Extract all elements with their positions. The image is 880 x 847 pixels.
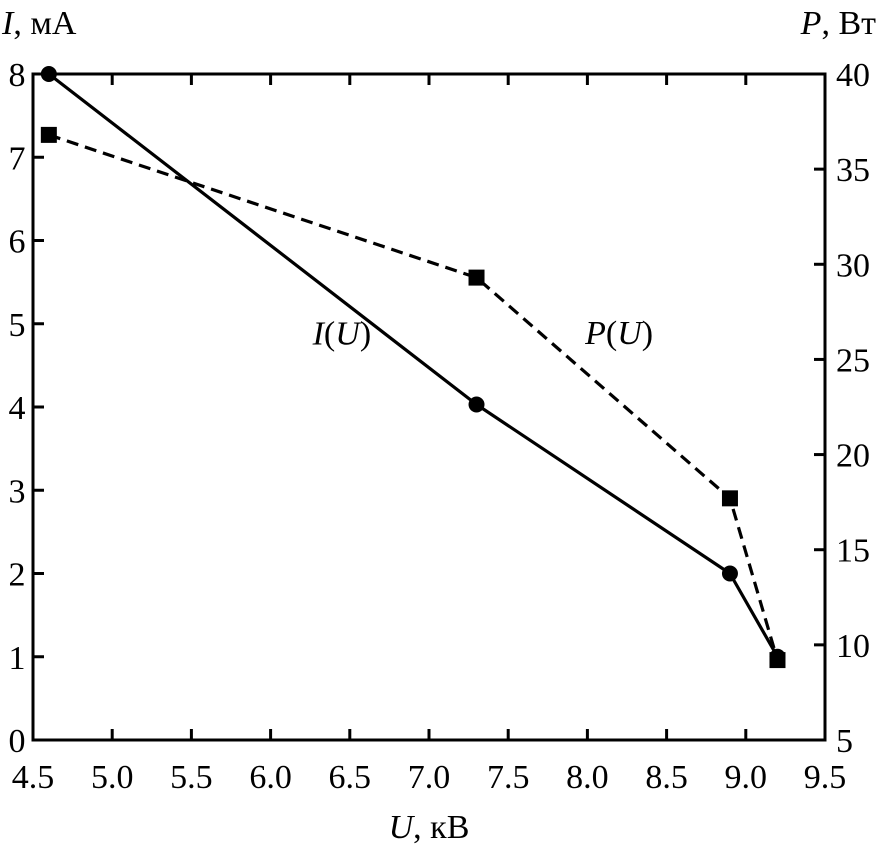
- plot-frame: [31, 72, 827, 742]
- y-left-tick-label: 5: [9, 307, 26, 344]
- y-left-tick-label: 1: [9, 640, 26, 677]
- x-tick-label: 7.5: [487, 759, 530, 796]
- y-right-tick-label: 30: [836, 247, 870, 284]
- series-label-2: P(U): [584, 315, 653, 352]
- series-point-circle: [40, 66, 57, 82]
- series-line-2: [48, 133, 780, 661]
- y-right-tick-label: 15: [836, 533, 870, 570]
- series: [40, 66, 786, 669]
- series-point-square: [40, 126, 57, 143]
- labels: 4.5 5.0 5.5 6.0 6.5 7.0 7.5 8.0 8.5 9.0 9.5 0 1 2 3 4 5 6…: [9, 57, 871, 796]
- y-right-tick-label: 10: [836, 628, 870, 665]
- y-left-axis-title: I, мА: [1, 5, 77, 42]
- y-right-tick-label: 35: [836, 152, 870, 189]
- y-left-tick-label: 0: [9, 723, 26, 760]
- series-line-1: [47, 72, 779, 658]
- x-axis-title: U, кВ: [389, 809, 470, 846]
- x-tick-label: 8.0: [566, 759, 609, 796]
- y-left-tick-label: 4: [9, 390, 26, 427]
- series-label-1: I(U): [312, 316, 372, 353]
- series-point-circle: [468, 396, 485, 413]
- x-tick-label: 9.0: [725, 759, 768, 796]
- y-right-axis-title: P, Вт: [800, 5, 876, 42]
- series-point-square: [468, 269, 485, 286]
- y-left-tick-label: 7: [9, 140, 26, 177]
- series-point-circle: [721, 565, 738, 582]
- x-tick-label: 6.0: [249, 759, 292, 796]
- y-left-tick-label: 6: [9, 224, 26, 261]
- y-right-tick-label: 20: [836, 438, 870, 475]
- x-tick-label: 8.5: [645, 759, 688, 796]
- y-left-tick-label: 8: [9, 57, 26, 94]
- x-tick-label: 5.0: [91, 759, 134, 796]
- x-tick-label: 4.5: [12, 759, 55, 796]
- x-tick-label: 7.0: [408, 759, 451, 796]
- y-right-tick-label: 25: [836, 342, 870, 379]
- y-left-tick-label: 2: [9, 557, 26, 594]
- x-tick-label: 5.5: [170, 759, 213, 796]
- y-left-tick-label: 3: [9, 473, 26, 510]
- y-right-tick-label: 5: [836, 723, 853, 760]
- x-tick-label: 9.5: [804, 759, 847, 796]
- x-tick-label: 6.5: [329, 759, 372, 796]
- ticks: [31, 72, 827, 742]
- series-point-square: [721, 490, 738, 507]
- series-point-square: [769, 652, 786, 669]
- y-right-tick-label: 40: [836, 57, 870, 94]
